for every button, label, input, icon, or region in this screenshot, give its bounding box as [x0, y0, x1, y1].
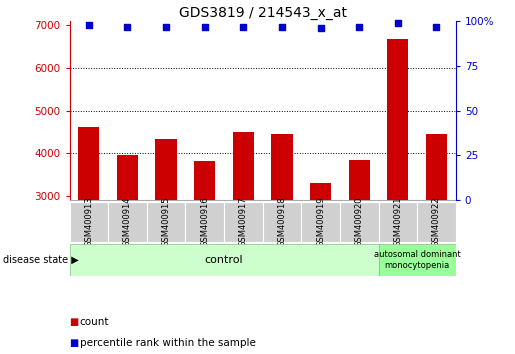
Bar	[70, 202, 108, 242]
Title: GDS3819 / 214543_x_at: GDS3819 / 214543_x_at	[179, 6, 347, 20]
Text: ■: ■	[70, 317, 82, 327]
Text: GSM400915: GSM400915	[162, 197, 170, 247]
Text: percentile rank within the sample: percentile rank within the sample	[80, 338, 256, 348]
Text: GSM400921: GSM400921	[393, 197, 402, 247]
Bar	[233, 132, 254, 324]
Text: disease state ▶: disease state ▶	[3, 255, 78, 265]
Bar	[310, 183, 331, 324]
Point	[355, 24, 363, 29]
Point	[432, 24, 440, 29]
Text: ■: ■	[70, 338, 82, 348]
Text: GSM400917: GSM400917	[239, 197, 248, 247]
Bar	[185, 202, 224, 242]
Text: control: control	[205, 255, 243, 265]
Bar	[417, 202, 456, 242]
Text: GSM400920: GSM400920	[355, 197, 364, 247]
Bar	[117, 155, 138, 324]
Bar	[263, 202, 301, 242]
Bar	[426, 135, 447, 324]
Text: GSM400914: GSM400914	[123, 197, 132, 247]
Bar	[379, 202, 417, 242]
Bar	[301, 202, 340, 242]
Bar	[224, 202, 263, 242]
Bar	[78, 127, 99, 324]
Point	[124, 24, 132, 29]
Bar	[349, 160, 370, 324]
Point	[393, 20, 402, 26]
Point	[162, 24, 170, 29]
Text: GSM400919: GSM400919	[316, 197, 325, 247]
Bar	[70, 244, 379, 276]
Point	[316, 25, 324, 31]
Bar	[379, 244, 456, 276]
Text: GSM400916: GSM400916	[200, 197, 209, 247]
Text: GSM400922: GSM400922	[432, 197, 441, 247]
Text: count: count	[80, 317, 109, 327]
Text: GSM400913: GSM400913	[84, 197, 93, 247]
Point	[278, 24, 286, 29]
Point	[84, 22, 93, 28]
Bar	[387, 39, 408, 324]
Point	[201, 24, 209, 29]
Bar	[194, 161, 215, 324]
Bar	[156, 139, 177, 324]
Text: GSM400918: GSM400918	[278, 197, 286, 247]
Point	[239, 24, 247, 29]
Bar	[271, 133, 293, 324]
Bar	[108, 202, 147, 242]
Bar	[147, 202, 185, 242]
Text: autosomal dominant
monocytopenia: autosomal dominant monocytopenia	[374, 251, 460, 270]
Bar	[340, 202, 379, 242]
